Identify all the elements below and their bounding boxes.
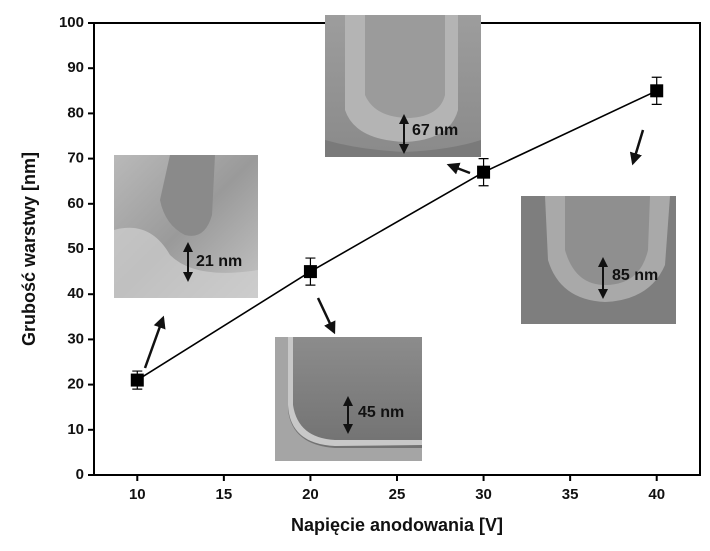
inset-image: 21 nm — [114, 155, 258, 298]
y-axis-label: Grubość warstwy [nm] — [19, 152, 39, 346]
annotation: 45 nm — [358, 404, 404, 421]
inset-image: 67 nm — [325, 15, 481, 157]
y-tick-label: 70 — [67, 150, 84, 167]
inset-image: 45 nm — [275, 337, 422, 461]
data-point — [303, 265, 317, 279]
y-tick-label: 100 — [59, 14, 84, 31]
pointer-arrow — [316, 297, 336, 335]
y-tick-label: 90 — [67, 59, 84, 76]
annotation: 85 nm — [612, 267, 658, 284]
y-tick-label: 20 — [67, 376, 84, 393]
y-tick-label: 80 — [67, 104, 84, 121]
annotation: 21 nm — [196, 253, 242, 270]
x-tick-label: 10 — [129, 486, 146, 503]
y-tick-label: 60 — [67, 195, 84, 212]
y-tick-label: 40 — [67, 285, 84, 302]
data-line — [136, 90, 658, 381]
data-point — [477, 165, 491, 179]
data-point — [130, 373, 144, 387]
y-tick-label: 50 — [67, 240, 84, 257]
pointer-arrow — [446, 162, 471, 175]
x-axis-label: Napięcie anodowania [V] — [291, 515, 503, 535]
x-tick-label: 25 — [389, 486, 406, 503]
annotation: 67 nm — [412, 122, 458, 139]
pointer-arrow — [143, 315, 166, 369]
x-tick-label: 20 — [302, 486, 319, 503]
inset-image: 85 nm — [521, 196, 676, 324]
x-tick-label: 35 — [562, 486, 579, 503]
data-point — [650, 84, 664, 98]
x-tick-label: 30 — [475, 486, 492, 503]
pointer-arrow — [629, 129, 645, 166]
plot: 0 10 20 30 40 50 60 70 80 90 100 10 15 20 25 30 35 40 — [59, 14, 665, 503]
y-tick-label: 10 — [67, 421, 84, 438]
insets: 21 nm 45 nm 67 nm 85 nm — [114, 15, 676, 461]
y-tick-label: 0 — [76, 466, 84, 483]
x-tick-label: 15 — [216, 486, 233, 503]
y-tick-label: 30 — [67, 330, 84, 347]
x-tick-label: 40 — [648, 486, 665, 503]
